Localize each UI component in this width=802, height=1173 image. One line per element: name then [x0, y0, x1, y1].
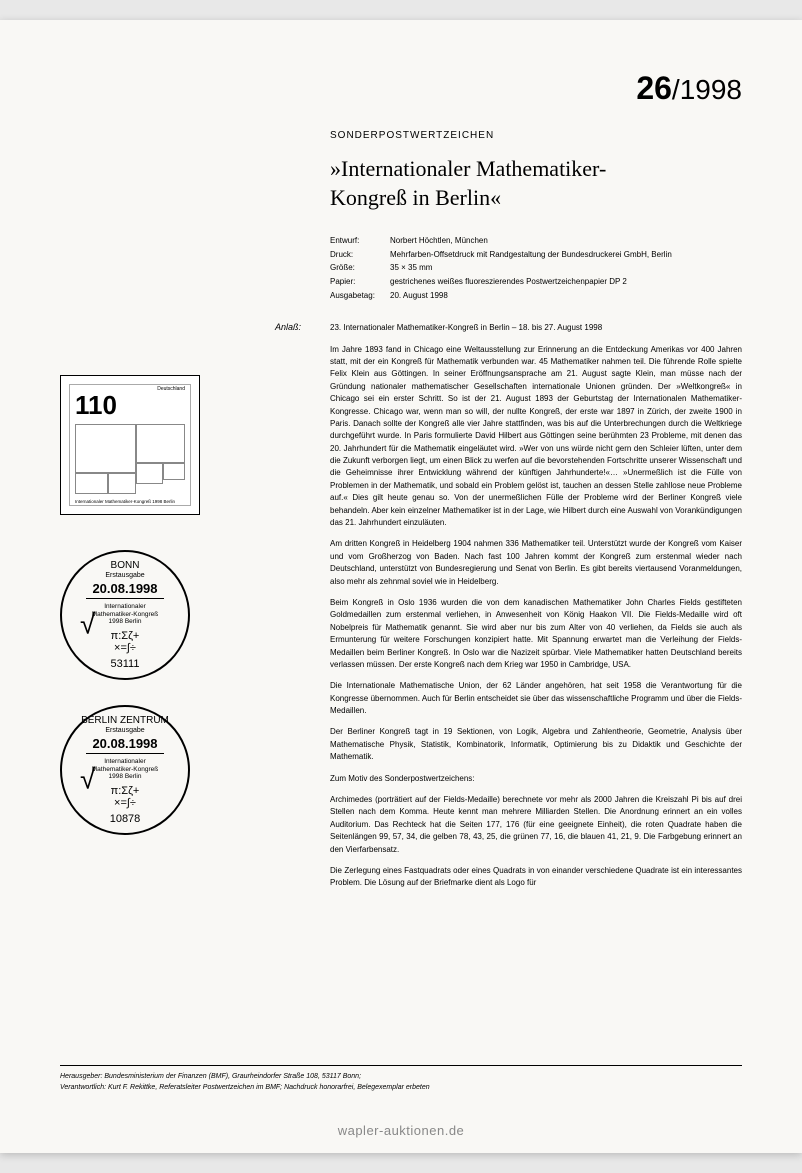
document-page: 26/1998 SONDERPOSTWERTZEICHEN »Internati…: [0, 20, 802, 1153]
left-column: Deutschland 110 Internationaler Mathemat…: [60, 375, 210, 860]
meta-label: Druck:: [330, 248, 390, 262]
stamp-image: Deutschland 110 Internationaler Mathemat…: [60, 375, 200, 515]
issue-num: 26: [636, 70, 672, 106]
footer-line1: Herausgeber: Bundesministerium der Finan…: [60, 1073, 361, 1080]
square: [136, 463, 164, 484]
header-section: SONDERPOSTWERTZEICHEN »Internationaler M…: [330, 130, 742, 302]
issue-number: 26/1998: [636, 70, 742, 107]
stamp-value: 110: [75, 390, 117, 421]
meta-label: Ausgabetag:: [330, 289, 390, 303]
body-text: 23. Internationaler Mathematiker-Kongreß…: [330, 322, 742, 890]
meta-value: 20. August 1998: [390, 289, 742, 303]
paragraph: Im Jahre 1893 fand in Chicago eine Welta…: [330, 344, 742, 530]
footer: Herausgeber: Bundesministerium der Finan…: [60, 1065, 742, 1093]
postmark-date: 20.08.1998: [86, 736, 163, 754]
postmark-event: Internationaler Mathematiker-Kongreß 199…: [92, 758, 158, 781]
postmark-symbols: π:Σζ+ ×=∫÷: [111, 630, 140, 654]
footer-line2: Verantwortlich: Kurt F. Rekittke, Refera…: [60, 1084, 430, 1091]
meta-value: gestrichenes weißes fluoreszierendes Pos…: [390, 275, 742, 289]
watermark: wapler-auktionen.de: [338, 1123, 465, 1138]
stamp-caption: Internationaler Mathematiker-Kongreß 199…: [75, 499, 185, 504]
postmark-city: BERLIN ZENTRUM: [81, 715, 169, 726]
meta-label: Entwurf:: [330, 234, 390, 248]
radical-icon: √: [80, 764, 95, 796]
meta-value: Norbert Höchtlen, München: [390, 234, 742, 248]
postmark-code: 53111: [111, 658, 140, 670]
square: [108, 473, 136, 494]
postmark-sub: Erstausgabe: [105, 727, 144, 734]
stamp-country: Deutschland: [157, 386, 185, 392]
square: [136, 424, 186, 463]
postmark-event: Internationaler Mathematiker-Kongreß 199…: [92, 603, 158, 626]
square: [163, 463, 185, 481]
stamp-squares: [75, 424, 185, 494]
square: [75, 473, 108, 494]
issue-year: 1998: [680, 74, 742, 105]
square: [75, 424, 136, 473]
meta-label: Größe:: [330, 261, 390, 275]
meta-value: Mehrfarben-Offsetdruck mit Randgestaltun…: [390, 248, 742, 262]
anlass-label: Anlaß:: [275, 322, 301, 332]
postmark-code: 10878: [110, 813, 141, 825]
postmark-bonn: BONN Erstausgabe 20.08.1998 Internationa…: [60, 550, 190, 680]
postmark-city: BONN: [111, 560, 140, 571]
paragraph: Der Berliner Kongreß tagt in 19 Sektione…: [330, 726, 742, 763]
meta-label: Papier:: [330, 275, 390, 289]
postmark-date: 20.08.1998: [86, 581, 163, 599]
postmark-berlin: BERLIN ZENTRUM Erstausgabe 20.08.1998 In…: [60, 705, 190, 835]
postmark-symbols: π:Σζ+ ×=∫÷: [111, 785, 140, 809]
radical-icon: √: [80, 609, 95, 641]
meta-table: Entwurf:Norbert Höchtlen, München Druck:…: [330, 234, 742, 302]
category-label: SONDERPOSTWERTZEICHEN: [330, 130, 742, 141]
anlass-line: 23. Internationaler Mathematiker-Kongreß…: [330, 322, 742, 334]
paragraph: Die Zerlegung eines Fastquadrats oder ei…: [330, 865, 742, 890]
title: »Internationaler Mathematiker-Kongreß in…: [330, 155, 742, 212]
paragraph: Zum Motiv des Sonderpostwertzeichens:: [330, 773, 742, 785]
meta-value: 35 × 35 mm: [390, 261, 742, 275]
paragraph: Am dritten Kongreß in Heidelberg 1904 na…: [330, 538, 742, 588]
paragraph: Beim Kongreß in Oslo 1936 wurden die von…: [330, 597, 742, 671]
postmark-sub: Erstausgabe: [105, 572, 144, 579]
paragraph: Die Internationale Mathematische Union, …: [330, 680, 742, 717]
body-section: Anlaß: 23. Internationaler Mathematiker-…: [330, 322, 742, 890]
paragraph: Archimedes (porträtiert auf der Fields-M…: [330, 794, 742, 856]
